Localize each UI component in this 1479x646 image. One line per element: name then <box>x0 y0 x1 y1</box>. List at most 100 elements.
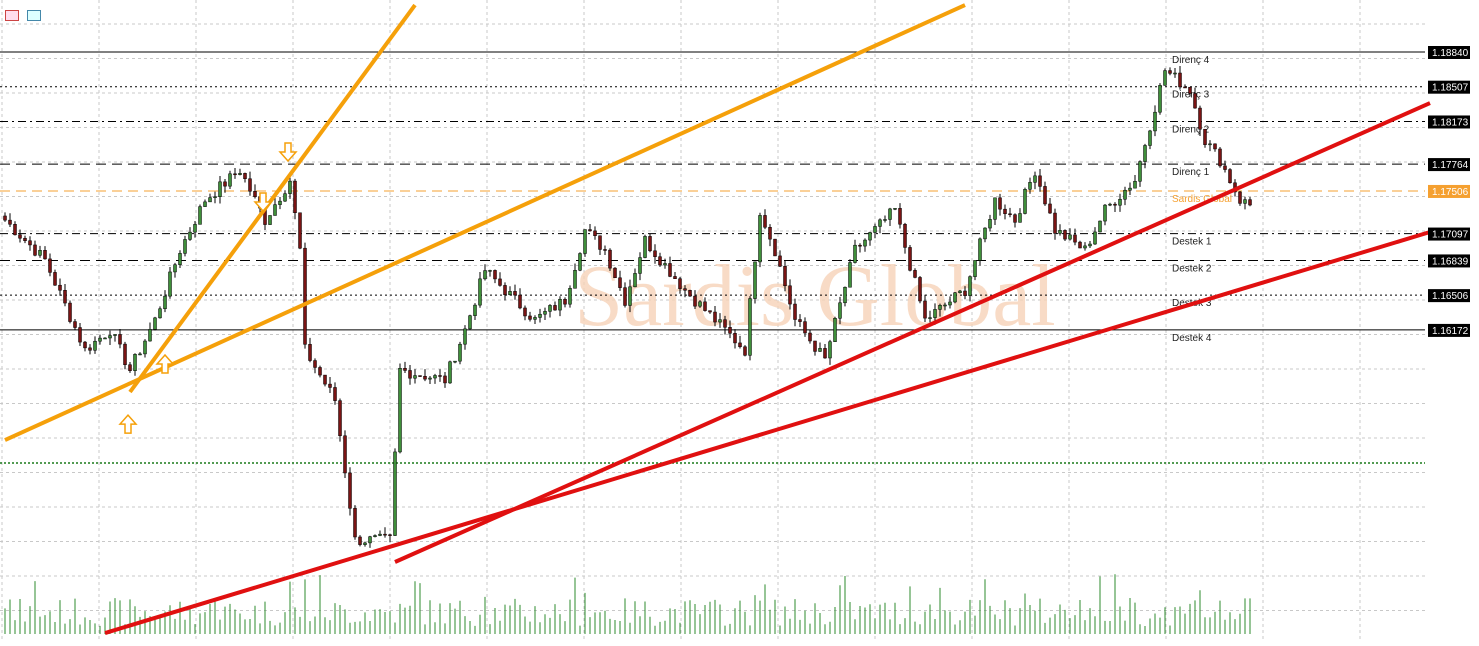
bull-candle <box>178 253 182 265</box>
bear-candle <box>1238 191 1242 204</box>
bear-candle <box>553 305 557 311</box>
bull-candle <box>868 232 872 241</box>
bear-candle <box>1008 213 1012 216</box>
bear-candle <box>328 383 332 388</box>
bear-candle <box>1198 107 1202 130</box>
bull-candle <box>1093 231 1097 245</box>
bull-candle <box>888 208 892 220</box>
bear-candle <box>778 255 782 267</box>
bear-candle <box>23 237 27 241</box>
bear-candle <box>43 250 47 260</box>
bear-candle <box>1078 241 1082 249</box>
bull-candle <box>643 236 647 258</box>
bull-candle <box>203 201 207 207</box>
bear-candle <box>1218 148 1222 167</box>
bear-candle <box>33 244 37 256</box>
bear-candle <box>1248 199 1252 206</box>
bear-candle <box>913 270 917 278</box>
price-label-bg <box>1428 323 1470 337</box>
bull-candle <box>1103 204 1107 222</box>
bull-candle <box>828 341 832 359</box>
bear-candle <box>1013 214 1017 223</box>
bear-candle <box>703 301 707 311</box>
bull-candle <box>193 224 197 233</box>
bear-candle <box>1223 165 1227 170</box>
bull-candle <box>283 193 287 202</box>
bear-candle <box>243 173 247 179</box>
bull-candle <box>943 304 947 307</box>
bull-candle <box>103 337 107 340</box>
bear-candle <box>83 341 87 349</box>
bear-candle <box>128 364 132 371</box>
bull-candle <box>718 319 722 323</box>
bear-candle <box>798 319 802 322</box>
bear-candle <box>13 224 17 236</box>
bull-candle <box>288 180 292 194</box>
price-label-bg <box>1428 227 1470 241</box>
bull-candle <box>1083 245 1087 249</box>
bear-candle <box>653 250 657 257</box>
bull-candle <box>538 313 542 318</box>
bear-candle <box>783 266 787 287</box>
bear-candle <box>693 295 697 307</box>
bull-candle <box>1098 220 1102 233</box>
bull-candle <box>1163 70 1167 86</box>
bull-candle <box>158 308 162 319</box>
bull-candle <box>463 328 467 345</box>
bull-candle <box>583 229 587 254</box>
bear-candle <box>713 311 717 323</box>
bull-candle <box>133 354 137 371</box>
price-label: 1.18507 <box>1432 83 1469 94</box>
bull-candle <box>543 311 547 315</box>
bull-candle <box>928 317 932 319</box>
bull-candle <box>1058 230 1062 234</box>
bull-candle <box>1018 213 1022 223</box>
bull-candle <box>1088 243 1092 247</box>
bull-candle <box>1208 143 1212 146</box>
bear-candle <box>808 332 812 342</box>
bull-candle <box>843 286 847 304</box>
bull-candle <box>893 208 897 210</box>
chart-window-icon[interactable] <box>27 10 41 21</box>
bull-candle <box>838 302 842 319</box>
bear-candle <box>298 212 302 249</box>
list-icon[interactable] <box>5 10 19 21</box>
bear-candle <box>618 277 622 288</box>
bear-candle <box>443 375 447 384</box>
bull-candle <box>1028 182 1032 190</box>
bear-candle <box>303 247 307 345</box>
bull-candle <box>143 340 147 355</box>
bull-candle <box>213 196 217 198</box>
bear-candle <box>623 287 627 306</box>
arrow-up-icon <box>118 413 138 434</box>
bull-candle <box>198 206 202 225</box>
bull-candle <box>138 353 142 356</box>
bull-candle <box>413 375 417 379</box>
bear-candle <box>903 223 907 248</box>
bear-candle <box>68 302 72 322</box>
bear-candle <box>1053 212 1057 234</box>
arrow-down-icon <box>278 142 298 163</box>
bear-candle <box>763 215 767 228</box>
bull-candle <box>638 257 642 274</box>
bull-candle <box>533 317 537 320</box>
bull-candle <box>1118 198 1122 206</box>
bull-candle <box>433 375 437 379</box>
bull-candle <box>378 533 382 536</box>
bear-candle <box>323 374 327 385</box>
price-label-bg <box>1428 80 1470 94</box>
bear-candle <box>673 276 677 279</box>
bear-candle <box>803 321 807 334</box>
bear-candle <box>348 472 352 509</box>
bear-candle <box>563 298 567 305</box>
bear-candle <box>73 321 77 328</box>
bear-candle <box>613 267 617 279</box>
bear-candle <box>338 400 342 437</box>
bear-candle <box>3 215 7 221</box>
bear-candle <box>1048 203 1052 214</box>
bull-candle <box>558 298 562 311</box>
level-label: Direnç 4 <box>1172 55 1210 66</box>
price-label: 1.16172 <box>1432 326 1469 337</box>
bull-candle <box>833 318 837 342</box>
